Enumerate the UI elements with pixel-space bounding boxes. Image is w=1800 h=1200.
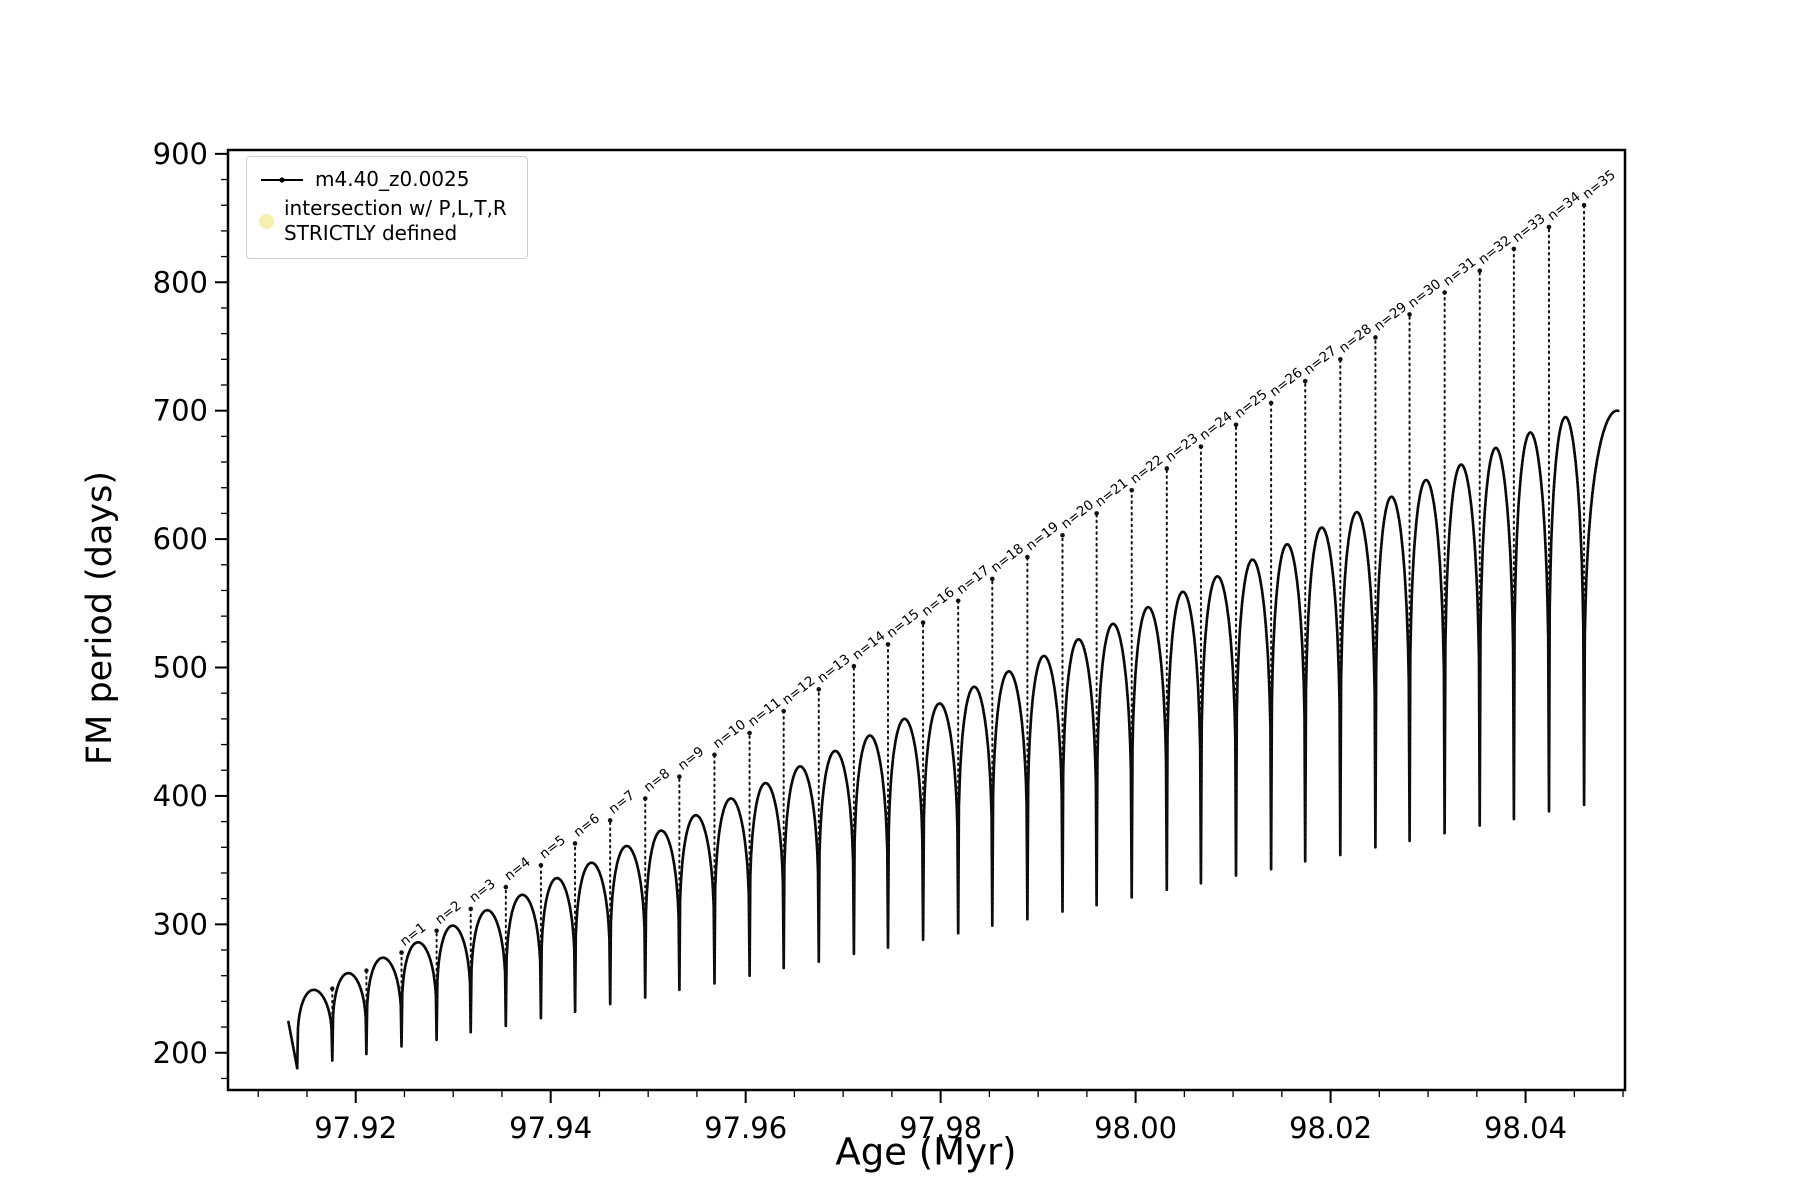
- y-axis-label: FM period (days): [80, 471, 120, 765]
- legend-intersection-label-line2: STRICTLY defined: [284, 221, 458, 245]
- svg-text:97.98: 97.98: [899, 1111, 982, 1145]
- svg-text:400: 400: [153, 779, 208, 813]
- svg-text:n=29: n=29: [1371, 299, 1410, 334]
- svg-text:n=2: n=2: [432, 898, 464, 928]
- svg-text:n=26: n=26: [1267, 365, 1306, 400]
- svg-text:200: 200: [153, 1036, 208, 1070]
- line-marker-icon: [261, 176, 303, 183]
- svg-text:98.02: 98.02: [1289, 1111, 1372, 1145]
- svg-text:n=3: n=3: [466, 876, 498, 906]
- svg-text:n=4: n=4: [501, 854, 533, 884]
- svg-text:n=25: n=25: [1232, 387, 1271, 422]
- svg-text:n=31: n=31: [1440, 254, 1479, 289]
- svg-text:n=14: n=14: [849, 628, 888, 663]
- svg-text:n=12: n=12: [779, 673, 818, 708]
- legend: m4.40_z0.0025 intersection w/ P,L,T,R ST…: [246, 156, 528, 259]
- svg-text:n=5: n=5: [537, 832, 569, 862]
- svg-text:n=28: n=28: [1336, 321, 1375, 356]
- svg-text:n=7: n=7: [606, 787, 638, 817]
- svg-text:900: 900: [153, 137, 208, 171]
- svg-text:n=34: n=34: [1545, 189, 1584, 224]
- svg-text:97.96: 97.96: [704, 1111, 787, 1145]
- svg-text:98.00: 98.00: [1094, 1111, 1177, 1145]
- legend-intersection-label-line1: intersection w/ P,L,T,R: [284, 196, 507, 220]
- svg-text:n=11: n=11: [745, 695, 784, 730]
- legend-item-series: m4.40_z0.0025: [259, 167, 507, 192]
- svg-text:97.92: 97.92: [314, 1111, 397, 1145]
- svg-text:n=6: n=6: [571, 810, 603, 840]
- svg-text:n=10: n=10: [710, 717, 749, 752]
- svg-text:n=21: n=21: [1092, 475, 1131, 510]
- legend-series-label: m4.40_z0.0025: [315, 167, 470, 191]
- svg-text:n=17: n=17: [954, 562, 993, 597]
- svg-text:n=15: n=15: [884, 606, 923, 641]
- svg-text:n=24: n=24: [1197, 408, 1236, 443]
- svg-text:n=8: n=8: [641, 766, 673, 796]
- svg-text:n=18: n=18: [988, 541, 1027, 576]
- svg-text:n=20: n=20: [1058, 497, 1097, 532]
- svg-text:n=19: n=19: [1023, 519, 1062, 554]
- svg-text:n=33: n=33: [1509, 211, 1548, 246]
- svg-text:n=9: n=9: [675, 744, 707, 774]
- svg-text:700: 700: [153, 394, 208, 428]
- svg-text:500: 500: [153, 651, 208, 685]
- svg-text:n=30: n=30: [1405, 276, 1444, 311]
- svg-text:800: 800: [153, 265, 208, 299]
- svg-text:n=16: n=16: [919, 584, 958, 619]
- svg-text:n=27: n=27: [1301, 343, 1340, 378]
- legend-item-intersection: intersection w/ P,L,T,R STRICTLY defined: [259, 196, 507, 246]
- svg-text:n=23: n=23: [1162, 430, 1201, 465]
- svg-text:300: 300: [153, 907, 208, 941]
- svg-text:98.04: 98.04: [1484, 1111, 1567, 1145]
- svg-text:n=32: n=32: [1475, 232, 1514, 267]
- svg-text:n=35: n=35: [1580, 167, 1619, 202]
- x-axis-label: Age (Myr): [835, 1130, 1017, 1174]
- svg-text:600: 600: [153, 522, 208, 556]
- svg-text:n=22: n=22: [1127, 452, 1166, 487]
- intersection-marker-icon: [259, 213, 274, 229]
- svg-text:97.94: 97.94: [509, 1111, 592, 1145]
- svg-text:n=13: n=13: [814, 651, 853, 686]
